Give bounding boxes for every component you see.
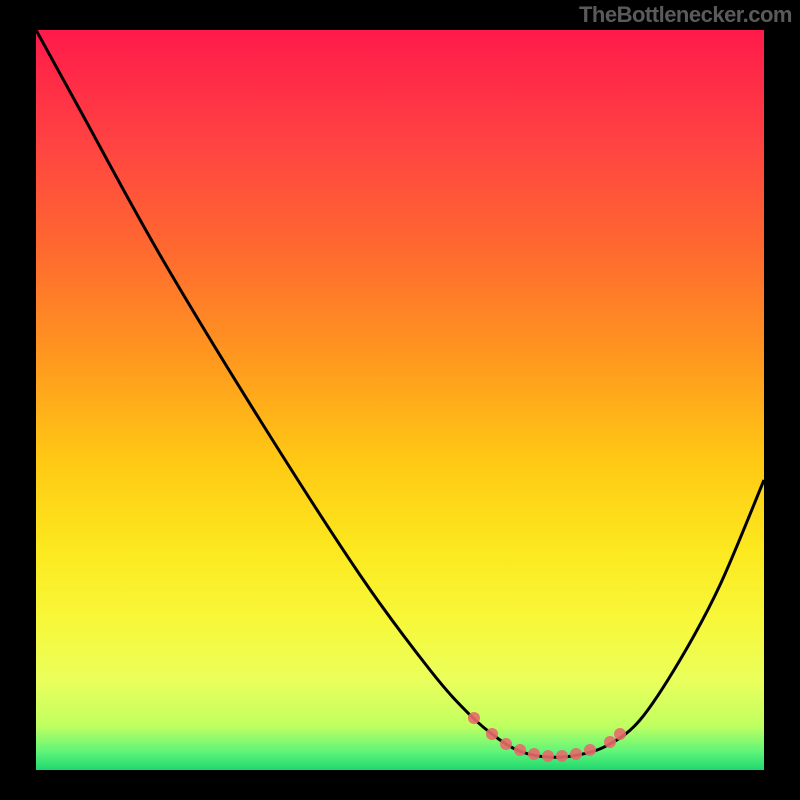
data-marker [584, 744, 596, 756]
data-marker [486, 728, 498, 740]
data-marker [528, 748, 540, 760]
data-marker [604, 736, 616, 748]
data-marker [556, 750, 568, 762]
plot-background [36, 30, 764, 770]
data-marker [468, 712, 480, 724]
data-marker [500, 738, 512, 750]
bottleneck-chart [0, 0, 800, 800]
watermark-text: TheBottlenecker.com [579, 2, 792, 28]
data-marker [570, 748, 582, 760]
data-marker [514, 744, 526, 756]
chart-container: TheBottlenecker.com [0, 0, 800, 800]
data-marker [614, 728, 626, 740]
data-marker [542, 750, 554, 762]
